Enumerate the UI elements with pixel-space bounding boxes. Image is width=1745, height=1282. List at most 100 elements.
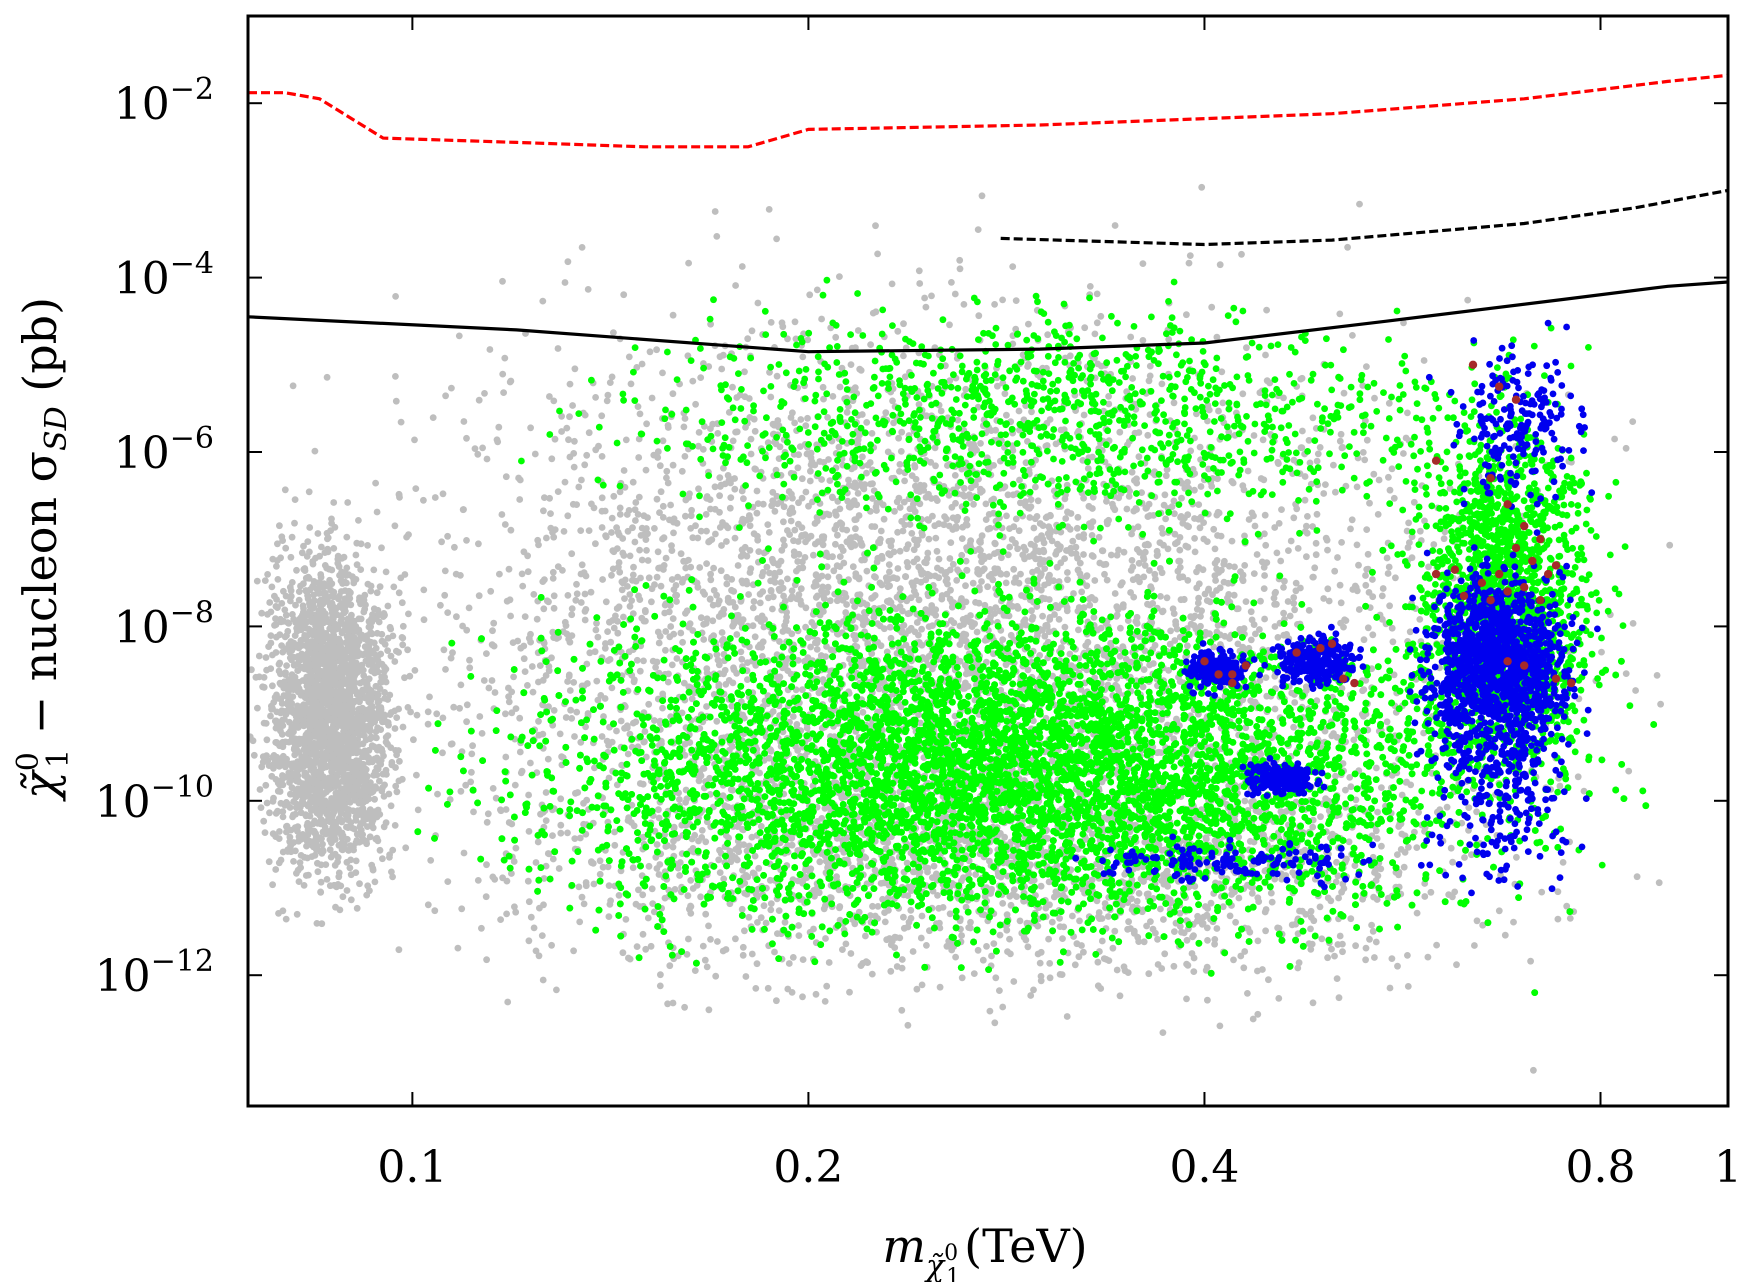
data-point <box>1122 655 1130 663</box>
data-point <box>958 551 966 559</box>
data-point <box>895 434 902 442</box>
data-point <box>592 394 599 401</box>
data-point <box>767 319 775 326</box>
data-point <box>645 862 653 870</box>
data-point <box>1016 476 1023 484</box>
data-point <box>1261 511 1269 519</box>
data-point <box>730 588 738 595</box>
data-point <box>1384 570 1392 577</box>
data-point <box>1004 491 1012 499</box>
data-point <box>1355 606 1363 613</box>
data-point <box>591 648 599 656</box>
data-point <box>1261 572 1268 579</box>
data-point <box>713 651 721 659</box>
data-point <box>1447 844 1455 852</box>
data-point <box>653 573 661 581</box>
data-point <box>812 639 819 647</box>
data-point <box>915 563 923 571</box>
data-point <box>661 609 669 617</box>
data-point <box>1611 435 1618 443</box>
data-point <box>613 524 620 531</box>
data-point <box>553 986 560 994</box>
data-point <box>733 428 741 436</box>
data-point <box>610 624 618 632</box>
data-point <box>370 566 378 574</box>
data-point <box>1036 560 1044 568</box>
data-point <box>1187 613 1195 621</box>
data-point <box>669 461 677 469</box>
data-point <box>913 487 921 494</box>
data-point <box>527 913 535 921</box>
data-point <box>548 455 556 463</box>
data-point <box>631 538 639 546</box>
data-point <box>829 494 836 502</box>
data-point <box>1095 533 1103 541</box>
data-point <box>613 727 620 735</box>
data-point <box>937 566 945 574</box>
data-point <box>1332 488 1339 496</box>
data-point <box>1152 575 1159 583</box>
data-point <box>971 620 978 628</box>
data-point <box>951 472 959 479</box>
data-point <box>1170 399 1178 407</box>
data-point <box>1311 564 1319 572</box>
data-point <box>819 583 827 591</box>
data-point <box>1274 634 1282 641</box>
data-point <box>608 529 615 536</box>
data-point <box>733 631 741 638</box>
data-point <box>1228 537 1236 545</box>
data-point <box>1074 513 1082 521</box>
data-point <box>1388 465 1396 473</box>
data-point <box>682 799 689 806</box>
data-point <box>825 456 832 463</box>
data-point <box>487 587 495 595</box>
data-point <box>896 461 904 468</box>
data-point <box>634 511 642 518</box>
data-point <box>802 488 810 496</box>
data-point <box>645 574 653 582</box>
data-point <box>1195 501 1203 508</box>
data-point <box>1313 457 1321 465</box>
data-point <box>541 576 548 584</box>
data-point <box>720 610 727 618</box>
data-point <box>544 755 552 763</box>
data-point <box>1103 576 1111 584</box>
data-point <box>444 609 452 616</box>
data-point <box>1239 577 1247 585</box>
data-point <box>486 346 494 353</box>
data-point <box>602 533 610 541</box>
data-point <box>673 655 681 662</box>
data-point <box>1076 559 1084 567</box>
data-point <box>616 511 624 518</box>
data-point <box>915 267 923 275</box>
data-point <box>1176 678 1184 685</box>
data-point <box>664 424 672 431</box>
data-point <box>1338 539 1345 546</box>
data-point <box>496 570 503 578</box>
data-point <box>550 397 558 405</box>
data-point <box>649 657 657 665</box>
data-point <box>731 534 739 542</box>
data-point <box>716 492 723 500</box>
data-point <box>483 818 491 826</box>
data-point <box>695 429 703 436</box>
data-point <box>904 563 912 571</box>
data-point <box>1273 600 1280 608</box>
data-point <box>645 700 653 708</box>
data-point <box>457 681 465 689</box>
data-point <box>502 806 510 813</box>
data-point <box>757 618 765 625</box>
data-point <box>967 612 974 619</box>
data-point <box>677 550 685 558</box>
data-point <box>1184 511 1192 519</box>
data-point <box>763 563 771 571</box>
data-point <box>1140 666 1148 673</box>
data-point <box>630 563 637 571</box>
data-point <box>571 437 578 445</box>
data-point <box>863 567 871 575</box>
data-point <box>516 748 524 756</box>
data-point <box>896 547 904 555</box>
data-point <box>466 664 474 672</box>
data-point <box>1271 589 1279 597</box>
data-point <box>753 509 761 517</box>
